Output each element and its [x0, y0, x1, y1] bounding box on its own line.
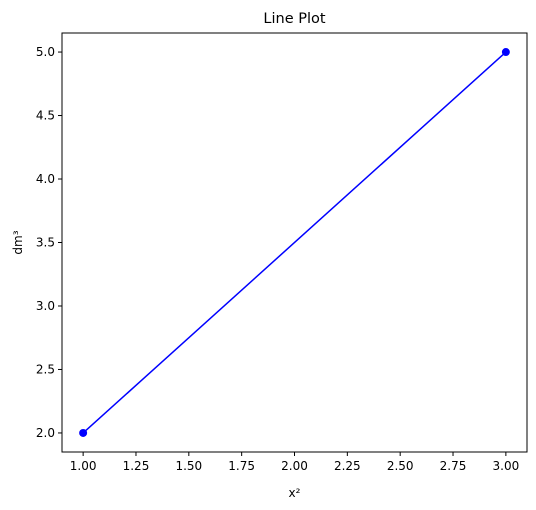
y-tick-label: 2.0	[36, 426, 55, 440]
x-axis-title: x²	[289, 486, 301, 500]
x-tick-label: 3.00	[493, 459, 520, 473]
x-tick-label: 2.00	[281, 459, 308, 473]
y-tick-label: 2.5	[36, 362, 55, 376]
plot-area	[79, 48, 510, 437]
y-tick-label: 3.5	[36, 236, 55, 250]
chart-title: Line Plot	[263, 11, 325, 27]
y-tick-label: 5.0	[36, 45, 55, 59]
series-line	[82, 51, 507, 434]
y-axis: 2.0 2.5 3.0 3.5 4.0 4.5 5.0	[36, 45, 62, 440]
x-tick-label: 1.50	[175, 459, 202, 473]
x-tick-label: 1.75	[228, 459, 255, 473]
data-point	[501, 48, 510, 57]
x-axis: 1.00 1.25 1.50 1.75 2.00 2.25 2.50 2.75 3.00	[70, 452, 519, 473]
data-point	[79, 428, 88, 437]
y-tick-label: 4.0	[36, 172, 55, 186]
x-tick-label: 1.00	[70, 459, 97, 473]
x-tick-label: 2.50	[387, 459, 414, 473]
y-tick-label: 4.5	[36, 109, 55, 123]
x-tick-label: 2.75	[440, 459, 467, 473]
x-tick-label: 1.25	[123, 459, 150, 473]
x-tick-label: 2.25	[334, 459, 361, 473]
y-axis-title: dm³	[11, 230, 25, 254]
y-tick-label: 3.0	[36, 299, 55, 313]
